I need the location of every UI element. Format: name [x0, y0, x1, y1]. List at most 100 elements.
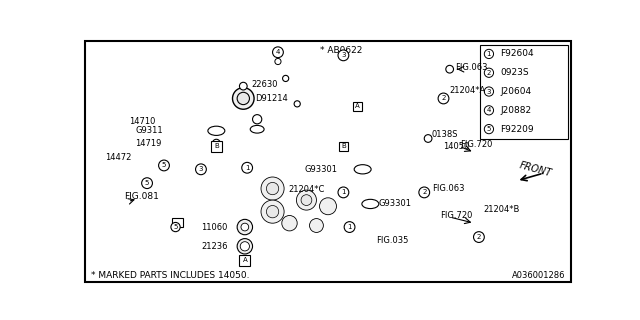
- Text: FIG.720: FIG.720: [460, 140, 493, 149]
- Circle shape: [419, 187, 429, 198]
- Text: 5: 5: [173, 224, 178, 230]
- Circle shape: [282, 215, 297, 231]
- Text: 5: 5: [145, 180, 149, 186]
- Text: 5: 5: [487, 126, 491, 132]
- Circle shape: [242, 162, 253, 173]
- Circle shape: [338, 50, 349, 61]
- Bar: [339, 141, 348, 151]
- Circle shape: [253, 115, 262, 124]
- Circle shape: [196, 164, 206, 175]
- Ellipse shape: [354, 165, 371, 174]
- Text: A036001286: A036001286: [511, 271, 565, 280]
- Text: B: B: [214, 143, 219, 149]
- Text: 1: 1: [348, 224, 352, 230]
- Text: J20604: J20604: [500, 87, 532, 96]
- Text: 0923S: 0923S: [500, 68, 529, 77]
- Circle shape: [294, 101, 300, 107]
- Circle shape: [241, 223, 249, 231]
- Text: J20882: J20882: [500, 106, 532, 115]
- Text: 3: 3: [486, 89, 491, 94]
- Text: FIG.720: FIG.720: [440, 211, 472, 220]
- Text: G93301: G93301: [305, 165, 338, 174]
- Text: A: A: [243, 257, 247, 263]
- Circle shape: [261, 177, 284, 200]
- Text: 11060: 11060: [201, 222, 227, 232]
- Text: F92604: F92604: [500, 50, 534, 59]
- Circle shape: [446, 65, 454, 73]
- Text: 5: 5: [162, 163, 166, 168]
- Circle shape: [301, 195, 312, 205]
- Circle shape: [237, 219, 253, 235]
- Text: FIG.063: FIG.063: [432, 184, 465, 193]
- Circle shape: [296, 190, 316, 210]
- Polygon shape: [247, 142, 355, 229]
- Circle shape: [141, 178, 152, 188]
- Bar: [481, 44, 568, 139]
- Circle shape: [474, 232, 484, 243]
- Text: FIG.063: FIG.063: [455, 63, 488, 72]
- Circle shape: [266, 205, 279, 218]
- Circle shape: [319, 198, 337, 215]
- Text: D91214: D91214: [255, 94, 287, 103]
- Circle shape: [438, 93, 449, 104]
- Text: 22630: 22630: [251, 80, 278, 89]
- Text: 3: 3: [198, 166, 204, 172]
- Circle shape: [283, 75, 289, 82]
- Circle shape: [261, 200, 284, 223]
- Circle shape: [484, 87, 493, 96]
- Ellipse shape: [250, 125, 264, 133]
- Text: 14719: 14719: [136, 139, 162, 148]
- Circle shape: [171, 222, 180, 232]
- Text: 2: 2: [422, 189, 426, 196]
- Text: B: B: [341, 143, 346, 149]
- Text: 14050: 14050: [444, 142, 470, 151]
- Circle shape: [484, 68, 493, 77]
- Circle shape: [344, 222, 355, 232]
- Bar: [211, 141, 221, 152]
- Text: 21236: 21236: [201, 242, 227, 251]
- Bar: [239, 255, 250, 266]
- Circle shape: [273, 47, 284, 58]
- Text: FIG.035: FIG.035: [376, 236, 408, 245]
- Circle shape: [275, 59, 281, 65]
- Circle shape: [237, 239, 253, 254]
- Text: * AB0622: * AB0622: [320, 46, 363, 55]
- Circle shape: [484, 124, 493, 134]
- Text: 1: 1: [341, 189, 346, 196]
- Text: G93301: G93301: [378, 199, 411, 208]
- Text: G9311: G9311: [136, 126, 163, 135]
- Circle shape: [239, 82, 247, 90]
- Text: 2: 2: [477, 234, 481, 240]
- Ellipse shape: [208, 126, 225, 135]
- Text: 2: 2: [487, 70, 491, 76]
- Text: 14710: 14710: [129, 117, 156, 126]
- Bar: [172, 218, 183, 227]
- Text: F92209: F92209: [500, 124, 534, 134]
- Circle shape: [424, 135, 432, 142]
- Circle shape: [484, 106, 493, 115]
- Circle shape: [484, 49, 493, 59]
- Circle shape: [212, 139, 220, 147]
- Text: 2: 2: [442, 95, 445, 101]
- Circle shape: [240, 242, 250, 251]
- Circle shape: [310, 219, 323, 232]
- Circle shape: [338, 187, 349, 198]
- Text: 14472: 14472: [105, 153, 131, 162]
- Text: FRONT: FRONT: [518, 160, 553, 179]
- Text: 3: 3: [341, 52, 346, 58]
- Circle shape: [266, 182, 279, 195]
- Text: 1: 1: [486, 51, 491, 57]
- Circle shape: [237, 92, 250, 105]
- Text: A: A: [355, 103, 360, 109]
- Text: 4: 4: [276, 49, 280, 55]
- Text: * MARKED PARTS INCLUDES 14050.: * MARKED PARTS INCLUDES 14050.: [91, 271, 250, 280]
- Text: FIG.081: FIG.081: [124, 192, 159, 201]
- Text: 0138S: 0138S: [432, 130, 458, 139]
- Bar: [353, 101, 362, 111]
- Circle shape: [232, 88, 254, 109]
- Text: 21204*C: 21204*C: [288, 185, 324, 194]
- Circle shape: [159, 160, 170, 171]
- Text: 21204*A: 21204*A: [450, 86, 486, 95]
- Text: 1: 1: [245, 165, 250, 171]
- Text: 21204*B: 21204*B: [484, 205, 520, 214]
